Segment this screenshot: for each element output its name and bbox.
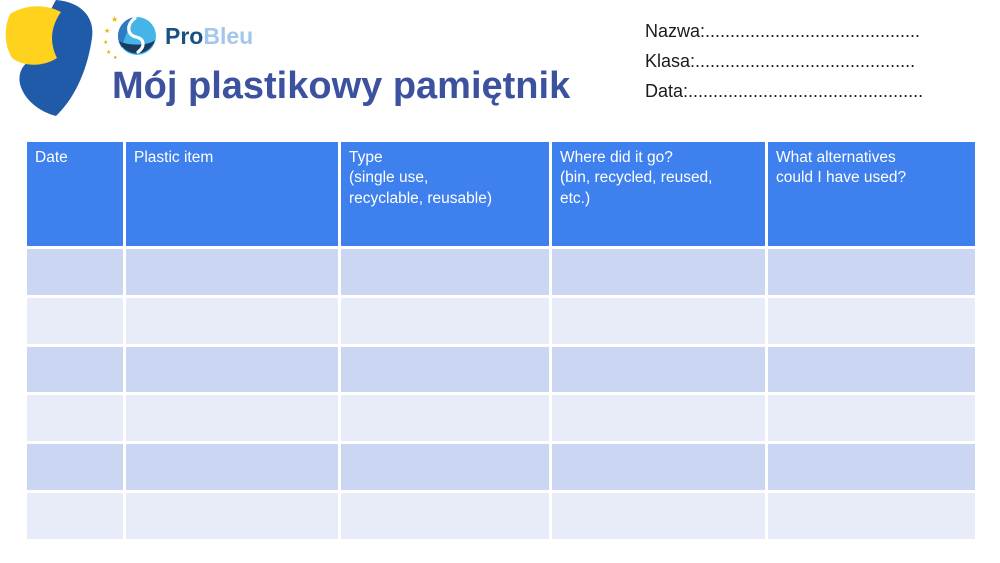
name-field-line: Nazwa:..................................… [645,21,921,41]
probleu-logo: ★ ★ ★ ★ ★ ProBleu [103,12,253,60]
globe-white-swirl [127,16,145,54]
star-icon: ★ [106,49,111,56]
page-title: Mój plastikowy pamiętnik [112,65,571,107]
corner-decoration-graphic [5,0,93,116]
table-cell [768,346,975,393]
table-cell [27,395,123,442]
table-cell [552,395,765,442]
table-cell [126,297,338,344]
date-field-line: Data:...................................… [645,81,924,101]
table-cell [552,346,765,393]
table-cell [27,444,123,490]
table-header-alternatives: What alternatives could I have used? [768,142,975,246]
brand-text: ProBleu [165,23,253,50]
table-cell [768,249,975,295]
table-cell [768,297,975,344]
class-field-line: Klasa:..................................… [645,51,916,71]
table-cell [126,492,338,539]
diary-table: Date Plastic item Type (single use, recy… [27,142,975,539]
table-header-plastic-item: Plastic item [126,142,338,246]
star-icon: ★ [103,39,108,46]
table-cell [341,346,549,393]
table-cell [552,249,765,295]
brand-pro: Pro [165,22,204,49]
globe-bottom-wave [119,40,155,54]
table-cell [768,492,975,539]
table-cell [341,249,549,295]
globe-swirl-icon: ★ ★ ★ ★ ★ [103,15,156,60]
table-cell [126,444,338,490]
table-cell [27,492,123,539]
student-fields: Nazwa:..................................… [645,16,923,106]
table-cell [27,346,123,393]
table-cell [341,395,549,442]
table-cell [341,492,549,539]
star-icon: ★ [113,55,118,60]
table-cell [768,444,975,490]
star-icon: ★ [104,27,110,35]
table-cell [27,297,123,344]
brand-bleu: Bleu [203,22,254,49]
table-header-type: Type (single use, recyclable, reusable) [341,142,549,246]
table-header-where-did-it-go: Where did it go? (bin, recycled, reused,… [552,142,765,246]
globe-left-swirl [117,17,137,48]
table-cell [552,297,765,344]
table-cell [552,444,765,490]
decoration-yellow-petal [5,6,62,65]
table-header-date: Date [27,142,123,246]
table-cell [126,346,338,393]
table-cell [126,395,338,442]
table-cell [341,297,549,344]
table-cell [126,249,338,295]
table-cell [27,249,123,295]
table-cell [341,444,549,490]
table-cell [552,492,765,539]
star-icon: ★ [111,15,118,24]
table-cell [768,395,975,442]
